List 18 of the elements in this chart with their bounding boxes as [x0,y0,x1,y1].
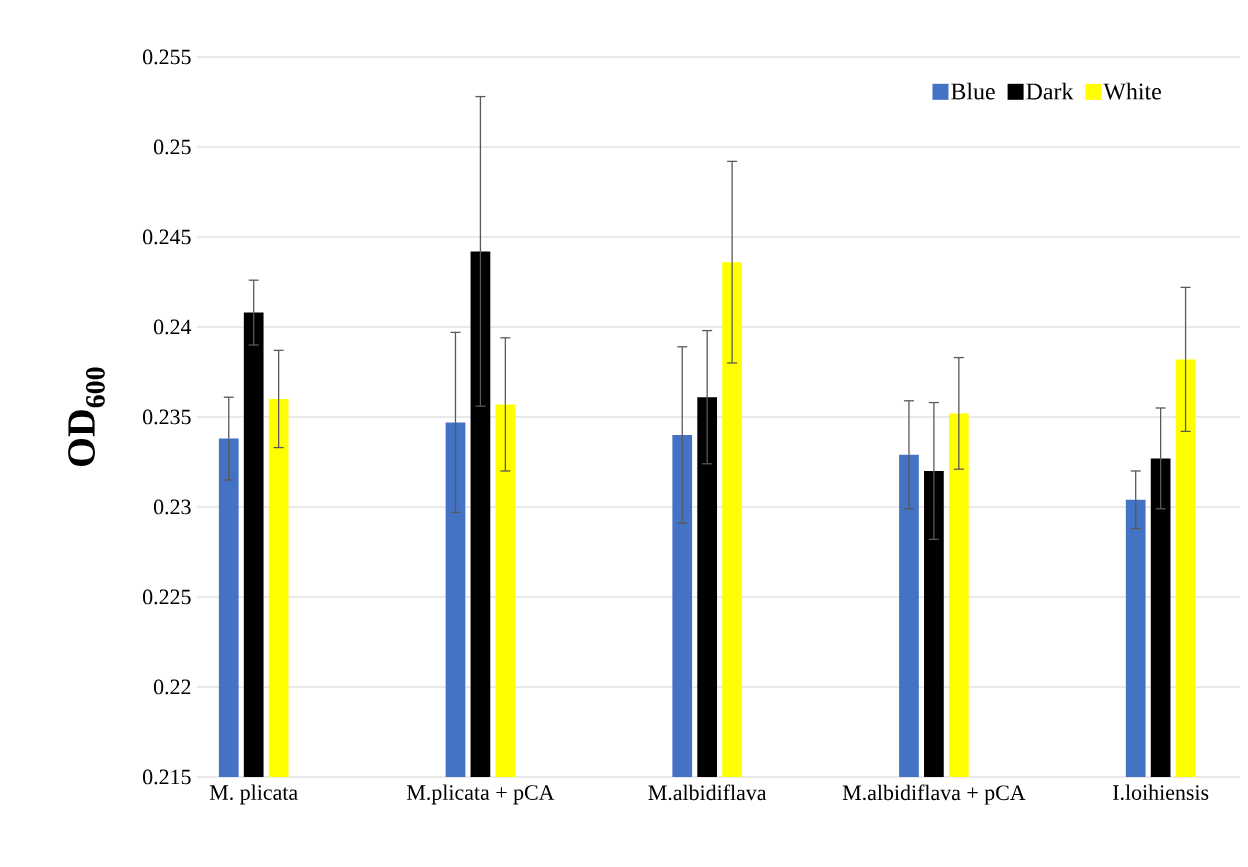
y-axis-title: OD$_{600}$ [68,367,105,467]
x-tick-label: M.albidiflava [648,784,767,801]
y-tick-label: 0.25 [153,139,191,155]
legend-label: Dark [1026,82,1074,100]
x-tick-label: M.plicata + pCA [407,784,555,805]
x-tick-label: I.loihiensis [1113,784,1209,801]
legend-label: White [1103,82,1161,100]
y-tick-label: 0.215 [143,769,191,785]
y-tick-label: 0.225 [143,589,191,605]
y-tick-label: 0.235 [143,409,191,425]
y-tick-label: 0.245 [143,229,191,245]
x-tick-label: M. plicata [209,784,298,805]
x-tick-label: M.albidiflava + pCA [842,784,1026,805]
y-tick-label: 0.23 [153,499,191,515]
y-tick-label: 0.24 [153,319,192,335]
legend-label: Blue [951,82,995,100]
y-tick-label: 0.255 [143,49,191,65]
y-tick-label: 0.22 [153,679,191,695]
